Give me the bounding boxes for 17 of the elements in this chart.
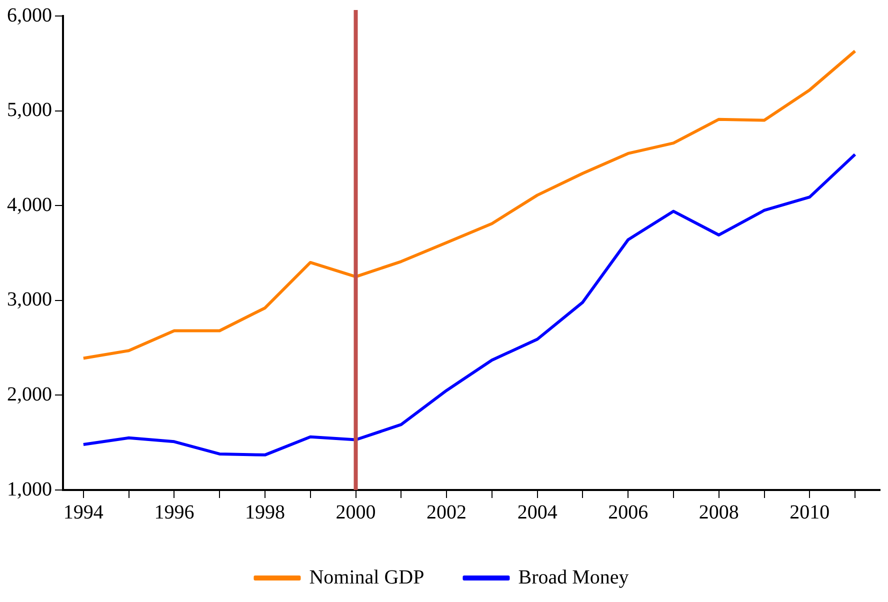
x-tick-label: 2008 [698,501,739,524]
legend-label: Broad Money [518,566,629,588]
x-tick-label: 1996 [154,501,194,524]
y-tick-label: 1,000 [7,478,52,500]
x-tick-label: 2006 [608,501,648,524]
x-tick-label: 2010 [790,501,830,524]
x-tick-label: 2002 [426,501,467,524]
legend-label: Nominal GDP [309,566,424,588]
y-tick-label: 4,000 [7,194,52,216]
y-tick-label: 6,000 [7,4,52,26]
x-tick-label: 1994 [63,501,104,524]
y-tick-label: 3,000 [7,288,52,311]
y-tick-label: 5,000 [7,99,52,122]
x-tick-label: 2000 [336,501,376,524]
x-tick-label: 1998 [244,501,285,524]
y-tick-label: 2,000 [7,383,52,406]
x-tick-label: 2004 [517,501,558,524]
